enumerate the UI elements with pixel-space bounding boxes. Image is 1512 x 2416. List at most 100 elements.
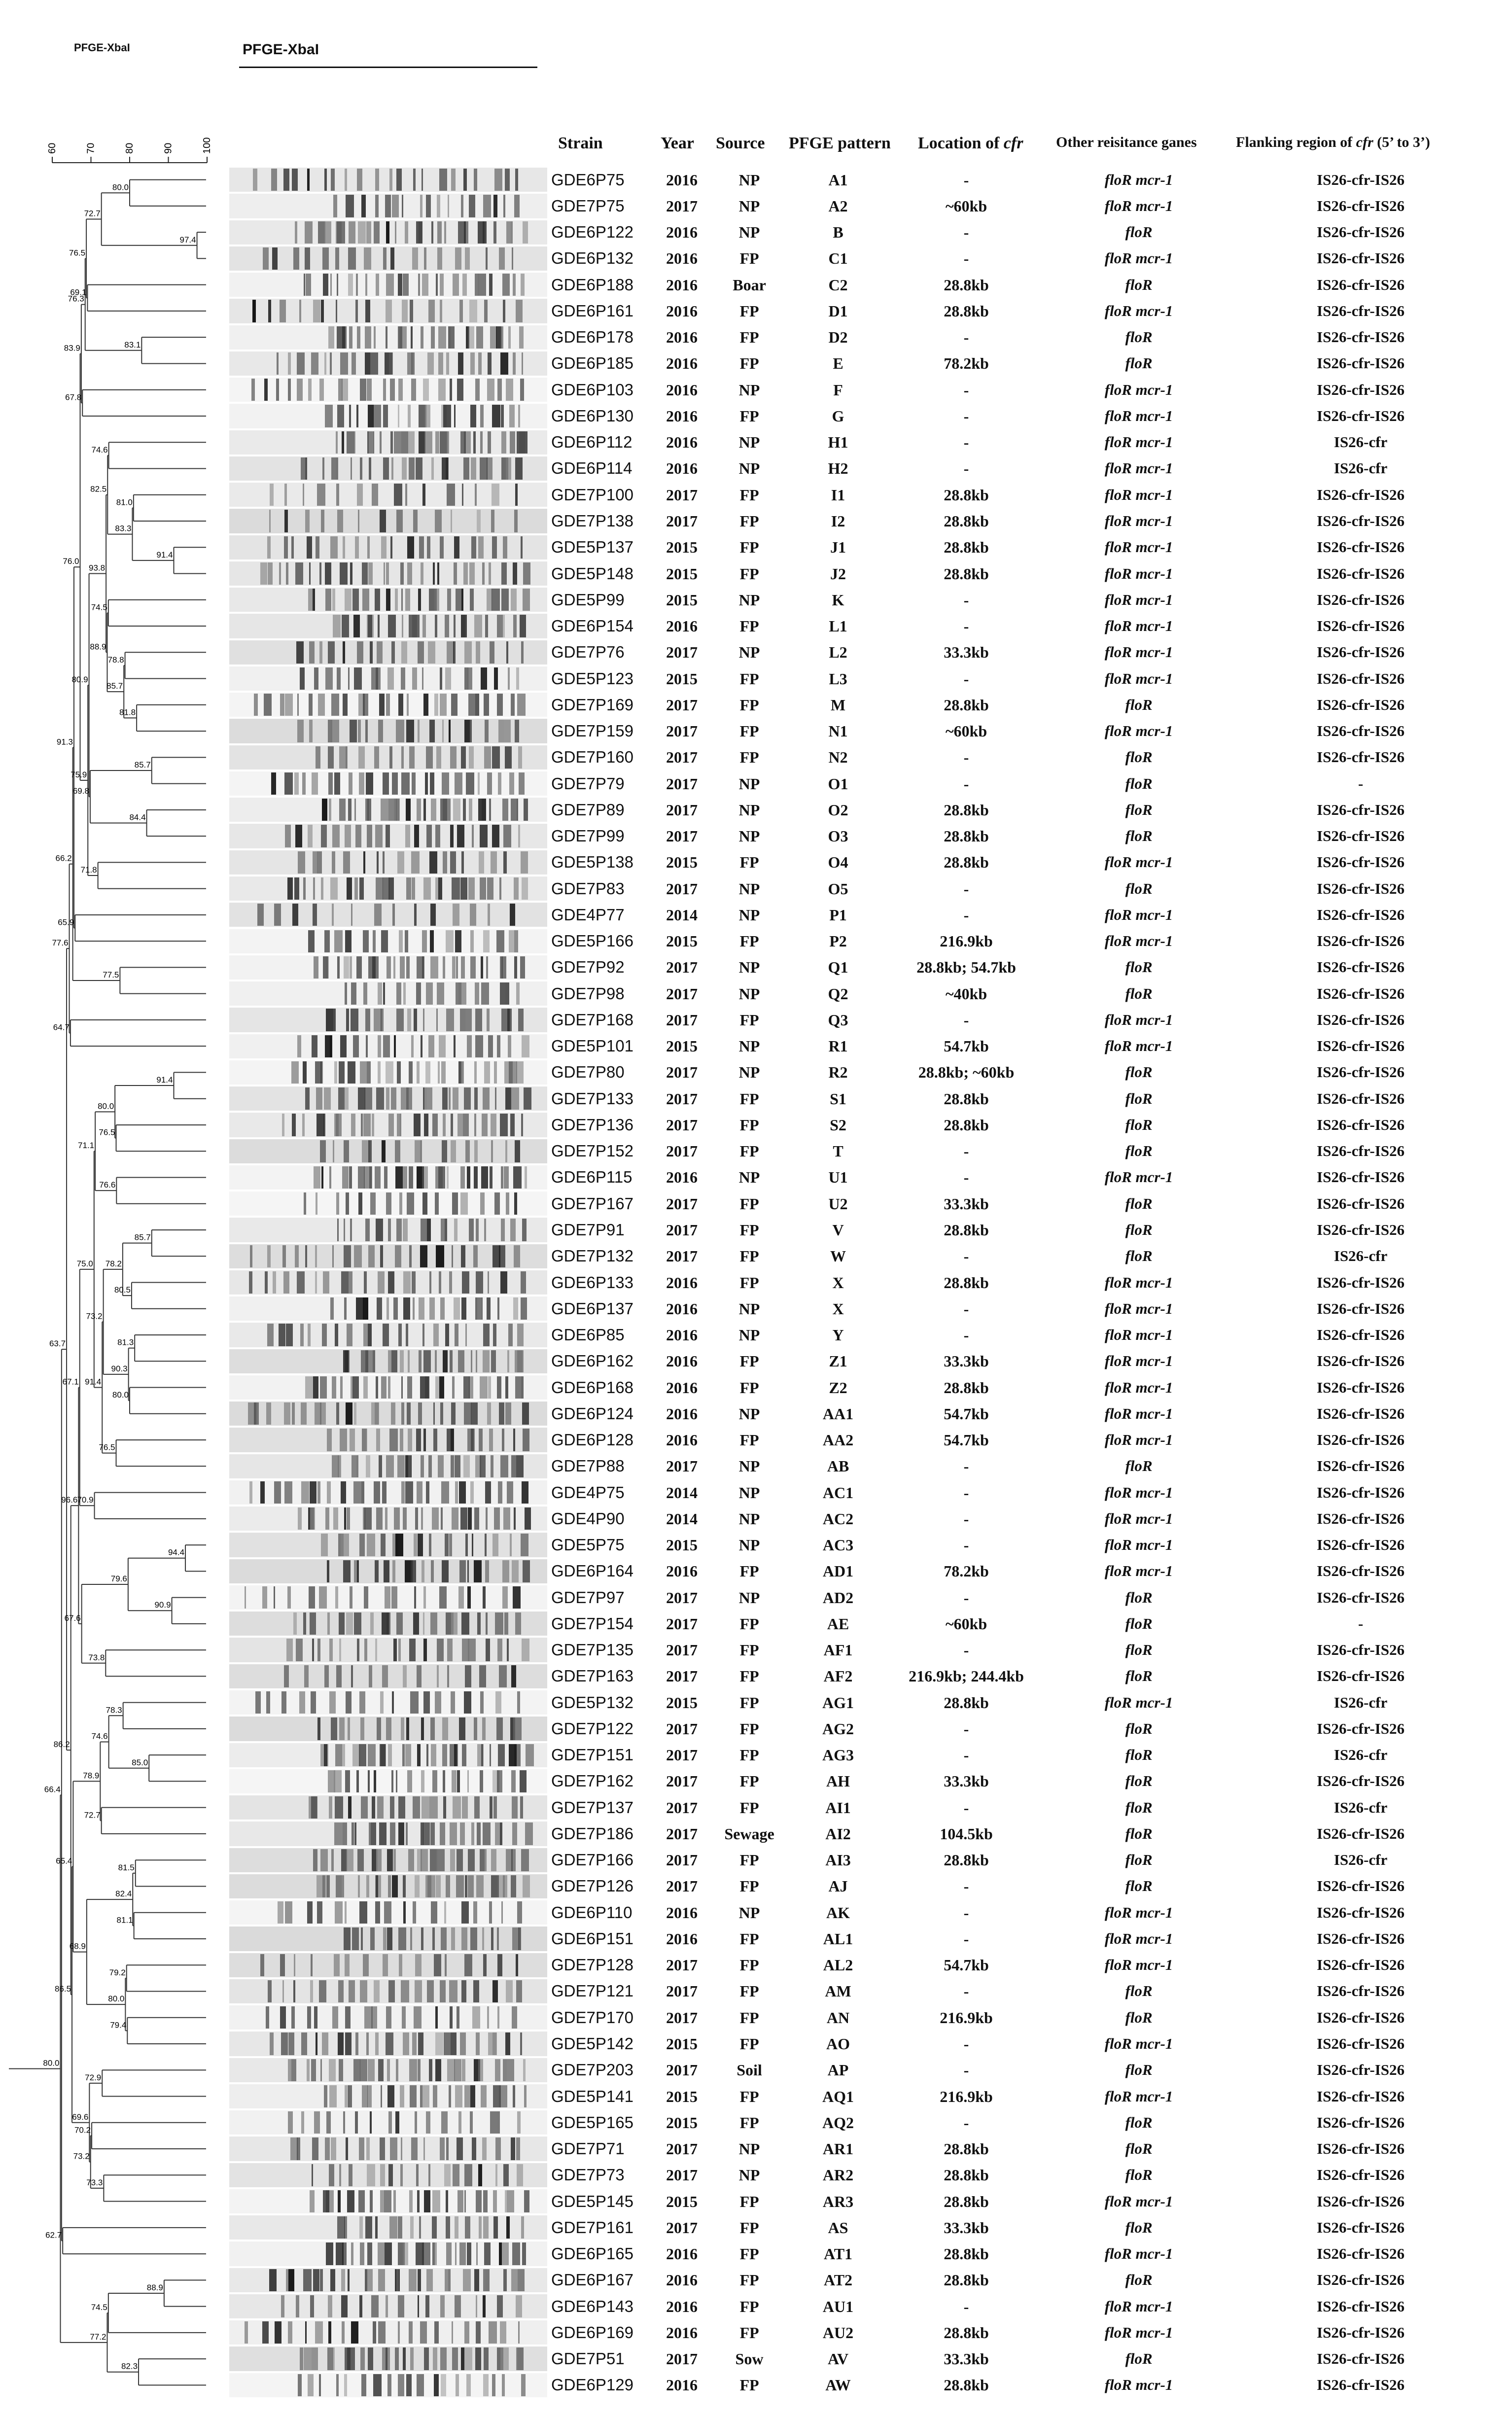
node-similarity-label: 65.9 bbox=[58, 918, 74, 927]
gel-band bbox=[368, 1744, 376, 1766]
gel-band bbox=[268, 300, 272, 322]
gel-band bbox=[352, 1744, 360, 1766]
gel-band bbox=[373, 930, 376, 952]
gel-band bbox=[437, 247, 442, 270]
node-similarity-label: 74.5 bbox=[91, 2303, 107, 2312]
gel-band bbox=[388, 2111, 392, 2134]
gel-band bbox=[395, 1166, 403, 1189]
node-similarity-label: 79.2 bbox=[109, 1968, 126, 1977]
source-cell: FP bbox=[739, 1221, 759, 1239]
gel-band bbox=[403, 1297, 411, 1320]
gel-band bbox=[367, 1534, 376, 1556]
gel-band bbox=[413, 1901, 416, 1924]
gel-band bbox=[474, 1087, 478, 1110]
gel-band bbox=[257, 904, 264, 926]
gel-band bbox=[515, 484, 518, 506]
pfge-pattern-cell: AG2 bbox=[822, 1719, 854, 1738]
gel-band bbox=[426, 2269, 433, 2291]
source-cell: FP bbox=[739, 853, 759, 872]
gel-band bbox=[396, 2059, 399, 2081]
gel-band bbox=[453, 615, 456, 637]
strain-cell: GDE6P115 bbox=[551, 1168, 633, 1187]
gel-band bbox=[380, 1245, 383, 1267]
gel-band bbox=[351, 982, 356, 1005]
gel-band bbox=[300, 1402, 307, 1425]
flanking-region-cell: IS26-cfr-IS26 bbox=[1317, 1509, 1405, 1527]
gel-lane bbox=[229, 325, 547, 350]
gel-band bbox=[446, 2242, 452, 2265]
gel-band bbox=[503, 2269, 507, 2291]
gel-band bbox=[342, 1875, 344, 1898]
gel-band bbox=[450, 1350, 453, 1372]
source-cell: NP bbox=[738, 1063, 760, 1082]
strain-cell: GDE7P163 bbox=[551, 1667, 633, 1685]
gel-band bbox=[379, 1822, 387, 1845]
gel-band bbox=[375, 2032, 379, 2055]
pfge-pattern-cell: S2 bbox=[830, 1116, 846, 1134]
gel-band bbox=[411, 877, 415, 900]
gel-band bbox=[431, 1744, 437, 1766]
gel-band bbox=[505, 746, 512, 769]
gel-band bbox=[342, 2242, 347, 2265]
gel-band bbox=[431, 799, 437, 821]
node-similarity-label: 76.5 bbox=[99, 1443, 115, 1452]
gel-band bbox=[402, 1507, 407, 1530]
strain-cell: GDE6P75 bbox=[551, 170, 625, 189]
flanking-region-cell: IS26-cfr-IS26 bbox=[1317, 643, 1405, 661]
gel-band bbox=[491, 851, 497, 874]
gel-band bbox=[506, 1192, 510, 1215]
gel-band bbox=[322, 1875, 326, 1898]
resistance-genes-cell: floR bbox=[1125, 276, 1153, 293]
gel-band bbox=[291, 2059, 296, 2081]
gel-band bbox=[501, 956, 503, 979]
gel-band bbox=[274, 1481, 281, 1504]
gel-band bbox=[394, 221, 397, 244]
gel-band bbox=[323, 1114, 325, 1136]
resistance-genes-cell: floR mcr-1 bbox=[1104, 1562, 1173, 1580]
flanking-region-cell: IS26-cfr-IS26 bbox=[1317, 1194, 1405, 1212]
pfge-pattern-cell: K bbox=[832, 591, 844, 609]
gel-band bbox=[360, 1717, 364, 1740]
gel-band bbox=[401, 1402, 405, 1425]
gel-band bbox=[353, 1560, 358, 1582]
gel-band bbox=[344, 956, 349, 979]
gel-band bbox=[347, 1717, 350, 1740]
gel-band bbox=[518, 2321, 520, 2344]
gel-band bbox=[436, 982, 445, 1005]
gel-band bbox=[461, 1612, 470, 1635]
gel-band bbox=[474, 274, 479, 296]
resistance-genes-cell: floR bbox=[1125, 1116, 1153, 1133]
pfge-pattern-cell: X bbox=[832, 1299, 844, 1318]
gel-band bbox=[437, 1061, 440, 1084]
gel-lane bbox=[229, 1533, 547, 1557]
gel-band bbox=[498, 1665, 507, 1687]
gel-band bbox=[425, 2295, 430, 2318]
cfr-location-cell: 28.8kb bbox=[944, 2166, 989, 2184]
gel-band bbox=[434, 589, 439, 611]
gel-band bbox=[411, 379, 416, 401]
gel-band bbox=[496, 1376, 502, 1399]
gel-band bbox=[439, 536, 444, 559]
gel-band bbox=[381, 930, 388, 952]
gel-band bbox=[269, 2269, 277, 2291]
source-cell: NP bbox=[738, 1457, 760, 1475]
title-underline bbox=[239, 67, 537, 68]
gel-band bbox=[412, 667, 417, 690]
resistance-genes-cell: floR mcr-1 bbox=[1104, 1929, 1173, 1947]
gel-band bbox=[460, 1192, 468, 1215]
gel-band bbox=[342, 1166, 349, 1189]
flanking-region-cell: - bbox=[1358, 774, 1364, 792]
resistance-genes-cell: floR mcr-1 bbox=[1104, 2376, 1173, 2394]
gel-band bbox=[451, 1691, 456, 1714]
gel-band bbox=[290, 2137, 298, 2160]
gel-band bbox=[453, 904, 460, 926]
gel-lane bbox=[229, 1454, 547, 1478]
gel-band bbox=[473, 1245, 478, 1267]
gel-lane bbox=[229, 1638, 547, 1662]
source-cell: NP bbox=[738, 2140, 760, 2158]
cfr-location-cell: - bbox=[963, 1483, 969, 1502]
year-cell: 2016 bbox=[666, 223, 698, 242]
gel-band bbox=[332, 1140, 335, 1162]
gel-band bbox=[346, 1402, 352, 1425]
gel-band bbox=[486, 1507, 488, 1530]
